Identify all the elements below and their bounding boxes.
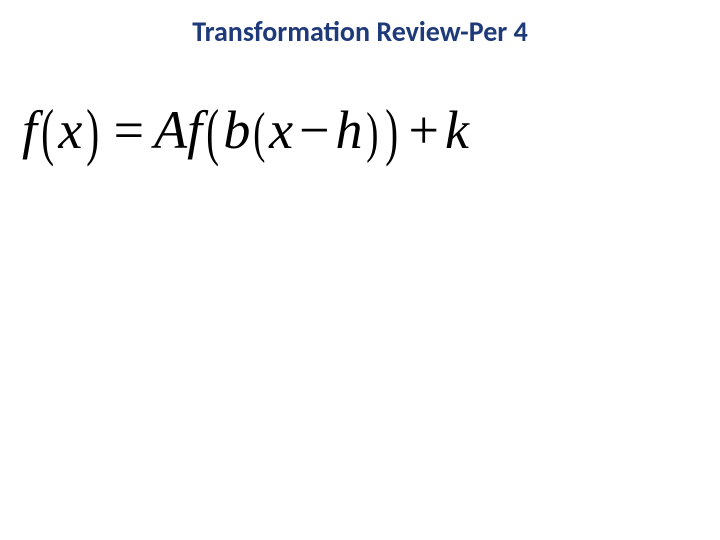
eq-rparen3: ) [366, 105, 378, 161]
transformation-equation: f(x)=Af(b(x−h))+k [22, 95, 469, 159]
eq-lparen2: ( [206, 100, 219, 164]
eq-rparen2: ) [385, 100, 398, 164]
eq-b: b [223, 100, 250, 160]
eq-lparen3: ( [254, 105, 266, 161]
eq-h: h [336, 100, 363, 160]
eq-A: A [154, 100, 187, 160]
eq-k: k [445, 100, 469, 160]
eq-f1: f [22, 100, 37, 160]
page-title: Transformation Review-Per 4 [0, 14, 720, 49]
eq-lparen1: ( [41, 100, 54, 164]
eq-x1: x [58, 100, 82, 160]
eq-equals: = [104, 100, 154, 160]
eq-x2: x [269, 100, 293, 160]
eq-plus: + [402, 100, 444, 160]
eq-rparen1: ) [87, 100, 100, 164]
eq-minus: − [293, 100, 335, 160]
eq-f2: f [187, 100, 202, 160]
